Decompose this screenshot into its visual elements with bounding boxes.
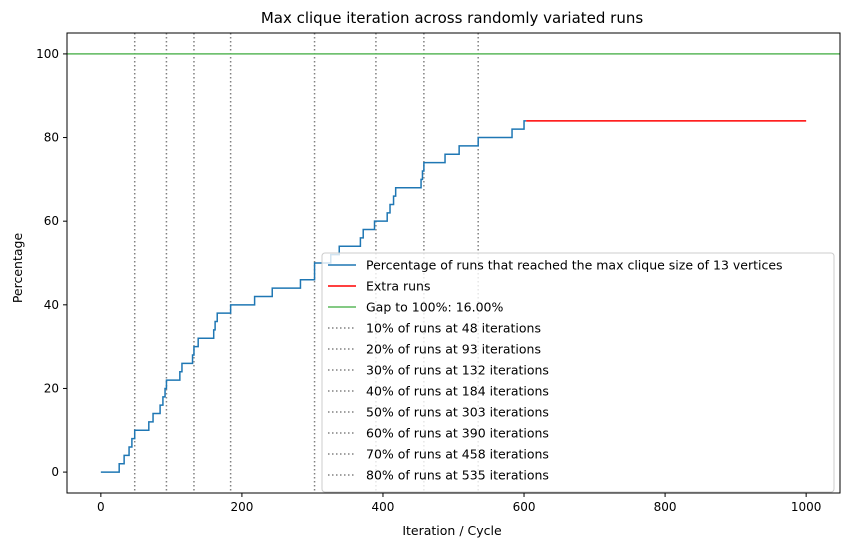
legend-label: Extra runs	[366, 279, 430, 294]
y-axis-label: Percentage	[10, 233, 25, 304]
x-tick-label: 800	[654, 500, 677, 514]
y-tick-label: 0	[51, 465, 59, 479]
legend-label: 60% of runs at 390 iterations	[366, 426, 549, 441]
x-tick-label: 400	[372, 500, 395, 514]
y-tick-label: 100	[36, 47, 59, 61]
x-axis-label: Iteration / Cycle	[402, 523, 502, 538]
x-tick-label: 600	[513, 500, 536, 514]
vertical-markers	[133, 33, 479, 493]
legend-label: 80% of runs at 535 iterations	[366, 468, 549, 483]
x-tick-label: 0	[97, 500, 105, 514]
legend-box	[321, 252, 835, 493]
y-axis-ticks: 0 20 40 60 80 100	[36, 47, 67, 479]
legend-label: Percentage of runs that reached the max …	[366, 258, 783, 273]
legend-label: Gap to 100%: 16.00%	[366, 300, 503, 315]
legend-label: 10% of runs at 48 iterations	[366, 321, 541, 336]
y-tick-label: 60	[44, 214, 59, 228]
legend: Percentage of runs that reached the max …	[321, 252, 835, 493]
x-tick-label: 1000	[791, 500, 822, 514]
legend-label: 40% of runs at 184 iterations	[366, 384, 549, 399]
series-line-1	[100, 120, 527, 473]
chart-title: Max clique iteration across randomly var…	[261, 9, 644, 27]
x-axis-ticks: 0 200 400 600 800 1000	[97, 493, 821, 514]
series-lines	[67, 53, 840, 473]
legend-label: 50% of runs at 303 iterations	[366, 405, 549, 420]
legend-label: 30% of runs at 132 iterations	[366, 363, 549, 378]
legend-label: 70% of runs at 458 iterations	[366, 447, 549, 462]
x-tick-label: 200	[230, 500, 253, 514]
legend-label: 20% of runs at 93 iterations	[366, 342, 541, 357]
axes-frame	[66, 32, 841, 494]
plot-area	[67, 33, 840, 493]
y-tick-label: 20	[44, 381, 59, 395]
y-tick-label: 80	[44, 131, 59, 145]
y-tick-label: 40	[44, 298, 59, 312]
